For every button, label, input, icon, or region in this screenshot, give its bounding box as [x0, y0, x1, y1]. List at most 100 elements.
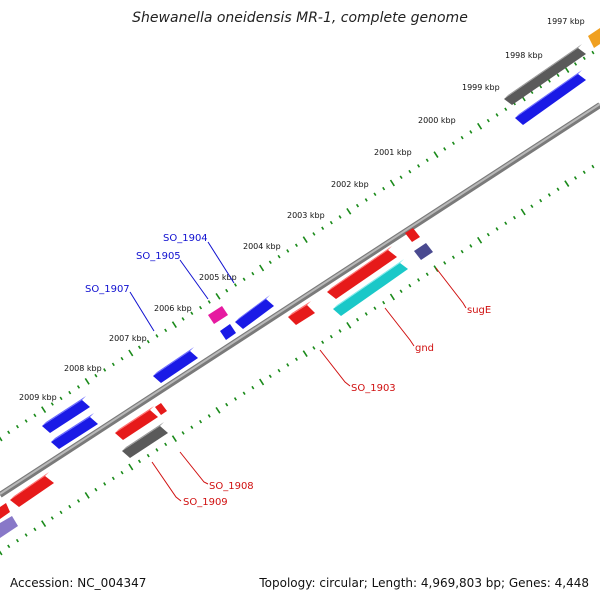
tick-mark: [302, 350, 308, 358]
tick-mark: [460, 249, 464, 254]
kbp-scale: 1997 kbp 1998 kbp 1999 kbp 2000 kbp 2001…: [19, 17, 585, 402]
gene-feature[interactable]: [0, 503, 10, 519]
label-leaders: [129, 241, 467, 502]
gene-feature[interactable]: [414, 243, 433, 260]
tick-mark: [259, 378, 265, 386]
tick-mark: [389, 293, 395, 301]
gene-feature[interactable]: [42, 400, 90, 433]
gene-feature-top: [235, 295, 270, 322]
tick-mark: [41, 406, 47, 414]
tick-mark: [103, 482, 107, 486]
gene-label-gnd[interactable]: gnd: [415, 343, 434, 354]
gene-label-so1905[interactable]: SO_1905: [136, 251, 181, 262]
gene-feature[interactable]: [327, 250, 397, 299]
tick-mark: [128, 463, 134, 471]
tick-mark: [94, 373, 98, 378]
tick-mark: [164, 442, 168, 447]
tick-mark: [346, 207, 352, 215]
gene-feature[interactable]: [0, 516, 18, 538]
tick-mark: [181, 317, 185, 321]
tick-mark: [573, 176, 578, 180]
gene-feature-top: [115, 406, 154, 433]
tick-mark: [556, 187, 560, 192]
tick-mark: [591, 164, 595, 169]
kbp-label: 2008 kbp: [64, 364, 102, 373]
tick-mark: [225, 288, 229, 293]
gene-feature[interactable]: [515, 74, 586, 125]
gene-feature[interactable]: [10, 476, 54, 507]
tick-mark: [477, 236, 483, 244]
tick-mark: [199, 305, 203, 310]
tick-mark: [84, 491, 90, 499]
tick-mark: [207, 414, 211, 418]
tick-mark: [76, 499, 81, 503]
tick-mark: [59, 510, 63, 515]
tick-mark: [33, 413, 37, 418]
tick-mark: [251, 385, 255, 390]
gene-feature[interactable]: [588, 28, 600, 48]
tick-mark: [207, 300, 211, 304]
tick-mark: [7, 544, 11, 549]
gene-feature[interactable]: [333, 263, 408, 316]
gene-feature[interactable]: [155, 403, 167, 415]
gene-label-so1908[interactable]: SO_1908: [209, 481, 254, 492]
kbp-label: 1998 kbp: [505, 51, 543, 60]
tick-mark: [181, 431, 185, 435]
gene-feature[interactable]: [235, 299, 274, 329]
kbp-label: 2007 kbp: [109, 334, 147, 343]
gene-label-suge[interactable]: sugE: [467, 305, 491, 316]
gene-feature[interactable]: [208, 306, 228, 324]
tick-mark: [408, 169, 412, 174]
tick-mark: [111, 362, 115, 367]
gene-feature-top: [51, 413, 94, 442]
tick-mark: [417, 278, 421, 282]
gene-label-so1907[interactable]: SO_1907: [85, 284, 130, 295]
tick-mark: [120, 470, 124, 475]
tick-mark: [68, 504, 72, 509]
gene-feature[interactable]: [115, 410, 158, 440]
gene-feature[interactable]: [153, 351, 198, 383]
tick-mark: [277, 368, 281, 373]
gene-feature[interactable]: [51, 417, 98, 449]
tick-mark: [346, 321, 352, 329]
tick-mark: [233, 397, 237, 401]
leader-line: [151, 461, 182, 502]
tick-mark: [312, 232, 316, 236]
tick-mark: [469, 244, 473, 248]
kbp-label: 2005 kbp: [199, 273, 237, 282]
outer-tick-row: [0, 50, 595, 442]
tick-mark: [190, 311, 194, 316]
tick-mark: [329, 334, 333, 339]
tick-mark: [451, 255, 455, 260]
tick-mark: [215, 406, 221, 414]
gene-label-so1904[interactable]: SO_1904: [163, 233, 208, 244]
tick-mark: [547, 193, 551, 197]
leader-line: [435, 267, 467, 309]
gene-feature[interactable]: [288, 305, 315, 325]
tick-mark: [321, 226, 325, 231]
gene-feature[interactable]: [220, 324, 236, 340]
tick-mark: [399, 175, 403, 180]
map-title: Shewanella oneidensis MR-1, complete gen…: [132, 10, 468, 26]
tick-mark: [146, 339, 150, 344]
tick-mark: [477, 122, 483, 130]
gene-feature-top: [288, 301, 311, 317]
genome-backbone-highlight: [0, 103, 600, 495]
gene-feature[interactable]: [405, 228, 420, 242]
leader-line: [129, 291, 155, 332]
gene-labels: SO_1904 SO_1905 SO_1907 sugE gnd SO_1903…: [85, 233, 491, 508]
gene-label-so1909[interactable]: SO_1909: [183, 497, 228, 508]
tick-mark: [0, 436, 3, 442]
tick-mark: [425, 158, 429, 163]
tick-mark: [199, 419, 203, 424]
gene-feature-top: [42, 396, 86, 426]
tick-mark: [242, 277, 246, 282]
tick-mark: [251, 271, 255, 276]
gene-label-so1903[interactable]: SO_1903: [351, 383, 396, 394]
tick-mark: [171, 435, 177, 443]
gene-feature[interactable]: [504, 48, 586, 105]
gene-feature[interactable]: [122, 426, 168, 458]
tick-mark: [50, 402, 54, 406]
tick-mark: [164, 328, 168, 333]
tick-mark: [111, 476, 115, 481]
